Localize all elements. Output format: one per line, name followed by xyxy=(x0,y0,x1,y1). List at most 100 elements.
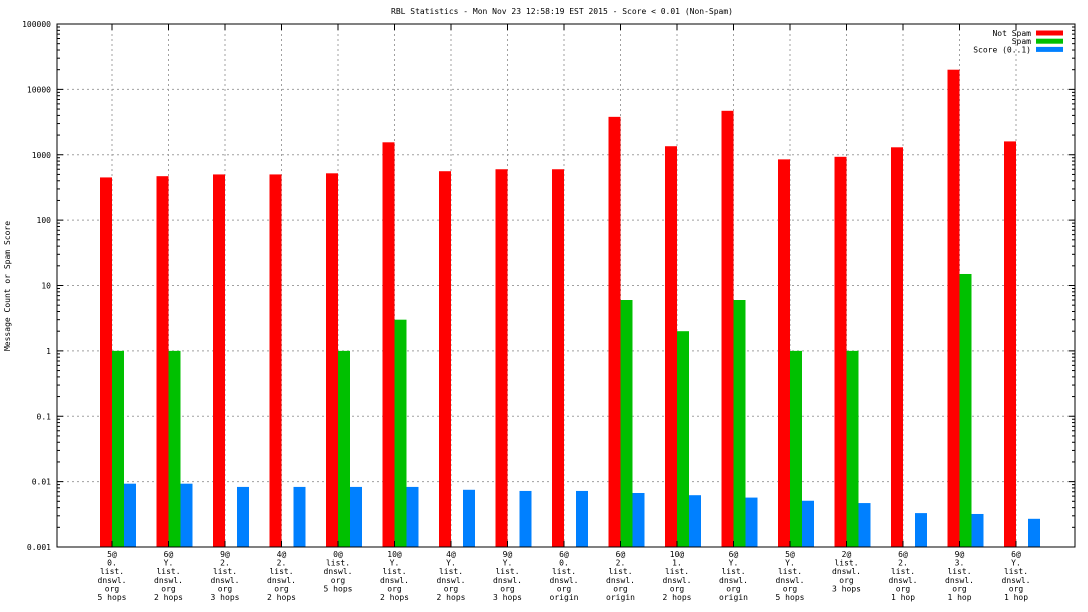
x-tick-label-line: 2. xyxy=(616,559,626,568)
x-tick-label-line: 3. xyxy=(955,559,965,568)
x-tick-label-line: 3 hops xyxy=(493,593,522,602)
x-tick-label-line: 2 hops xyxy=(663,593,692,602)
x-tick-label-line: org xyxy=(105,584,120,593)
x-tick-label-line: list. xyxy=(100,567,124,576)
bar-not-spam xyxy=(495,169,508,547)
x-tick-label-line: 2. xyxy=(898,559,908,568)
x-tick-label-line: dnswl. xyxy=(324,567,353,576)
bar-spam xyxy=(338,350,350,547)
x-tick-label-line: Y. xyxy=(785,559,795,568)
x-tick-label: 6@ Y. list. dnswl. org origin xyxy=(719,550,748,602)
x-tick-label-line: 9@ xyxy=(503,550,513,559)
bar-not-spam xyxy=(552,169,564,547)
x-tick-label-line: list. xyxy=(608,567,632,576)
bar-score-0-1- xyxy=(858,503,871,547)
grid-lines xyxy=(57,24,1075,547)
bar-score-0-1- xyxy=(971,513,984,547)
x-tick-label-line: org xyxy=(444,584,459,593)
bar-score-0-1- xyxy=(463,489,475,547)
x-tick-label-line: 0. xyxy=(559,559,569,568)
x-tick-label-line: org xyxy=(331,576,346,585)
bar-score-0-1- xyxy=(180,483,193,547)
x-tick-label-line: 6@ xyxy=(559,550,569,559)
y-axis-ticks: 0.001 0.01 0.1 1 10 100 1000 10000 100000 xyxy=(22,20,1075,552)
legend-label: Not Spam xyxy=(992,29,1031,38)
bar-spam xyxy=(846,350,859,547)
x-tick-label-line: 6@ xyxy=(898,550,908,559)
x-tick-label-line: Y. xyxy=(390,559,400,568)
x-tick-label-line: 1 hop xyxy=(1004,593,1028,602)
x-tick-label-line: 5@ xyxy=(107,550,117,559)
x-tick-label-line: dnswl. xyxy=(211,576,240,585)
x-tick-label-line: list. xyxy=(213,567,237,576)
x-tick-label-line: dnswl. xyxy=(719,576,748,585)
bar-not-spam xyxy=(1004,141,1016,548)
bar-score-0-1- xyxy=(124,483,136,547)
x-tick-label-line: org xyxy=(670,584,685,593)
legend-swatch xyxy=(1036,38,1063,44)
x-tick-label-line: 10@ xyxy=(670,550,685,559)
x-tick-label-line: 3 hops xyxy=(211,593,240,602)
x-tick-label-line: list. xyxy=(834,559,858,568)
x-tick-label-line: dnswl. xyxy=(98,576,127,585)
bar-score-0-1- xyxy=(237,486,249,547)
legend-label: Spam xyxy=(1012,37,1031,46)
x-tick-label-line: 6@ xyxy=(616,550,626,559)
bar-not-spam xyxy=(778,159,790,547)
x-tick-label-line: 5@ xyxy=(785,550,795,559)
bar-spam xyxy=(620,300,633,547)
x-tick-label-line: org xyxy=(218,584,233,593)
bar-not-spam xyxy=(100,177,112,547)
bar-spam xyxy=(959,273,972,547)
x-tick-label-line: dnswl. xyxy=(550,576,579,585)
x-tick-label-line: list. xyxy=(778,567,802,576)
bar-score-0-1- xyxy=(1028,518,1040,547)
x-tick-label-line: 1 hop xyxy=(891,593,915,602)
x-tick-label-line: origin xyxy=(719,593,748,602)
x-tick-label-line: 2. xyxy=(220,559,230,568)
x-tick-label: 5@ Y. list. dnswl. org 5 hops xyxy=(776,550,805,602)
x-tick-label-line: list. xyxy=(326,559,350,568)
x-tick-label-line: list. xyxy=(552,567,576,576)
bar-score-0-1- xyxy=(519,490,532,547)
bar-score-0-1- xyxy=(802,500,814,547)
legend-swatch xyxy=(1036,30,1063,36)
bar-spam xyxy=(790,350,802,547)
x-tick-label-line: 2 hops xyxy=(267,593,296,602)
bars xyxy=(100,69,1040,548)
x-tick-label-line: 10@ xyxy=(387,550,402,559)
x-tick-label-line: 2 hops xyxy=(154,593,183,602)
x-tick-label-line: org xyxy=(726,584,741,593)
x-tick-label-line: dnswl. xyxy=(889,576,918,585)
x-tick-label-line: Y. xyxy=(729,559,739,568)
x-tick-label-line: 5 hops xyxy=(98,593,127,602)
legend-label: Score (0..1) xyxy=(973,45,1031,54)
x-tick-label-line: list. xyxy=(495,567,519,576)
bar-not-spam xyxy=(834,156,847,547)
x-tick-label-line: 4@ xyxy=(446,550,456,559)
x-tick-label-line: org xyxy=(161,584,176,593)
x-tick-label-line: 4@ xyxy=(277,550,287,559)
bar-score-0-1- xyxy=(350,486,362,547)
bar-spam xyxy=(733,300,746,547)
x-tick-label-line: dnswl. xyxy=(437,576,466,585)
x-tick-label-line: 6@ xyxy=(729,550,739,559)
bar-score-0-1- xyxy=(293,486,306,547)
x-tick-label: 4@ Y. list. dnswl. org 2 hops xyxy=(437,550,466,602)
x-tick-label-line: list. xyxy=(269,567,293,576)
x-tick-label-line: list. xyxy=(665,567,689,576)
x-tick-label-line: dnswl. xyxy=(267,576,296,585)
bar-score-0-1- xyxy=(689,495,701,547)
bar-score-0-1- xyxy=(406,486,419,547)
bar-not-spam xyxy=(326,173,338,547)
x-tick-label-line: Y. xyxy=(503,559,513,568)
x-tick-label-line: 1 hop xyxy=(947,593,971,602)
y-tick-label: 1000 xyxy=(32,151,51,160)
y-tick-label: 1 xyxy=(46,347,51,356)
bar-spam xyxy=(112,350,124,547)
x-tick-label-line: dnswl. xyxy=(663,576,692,585)
bar-not-spam xyxy=(891,147,903,547)
bar-score-0-1- xyxy=(632,492,645,547)
